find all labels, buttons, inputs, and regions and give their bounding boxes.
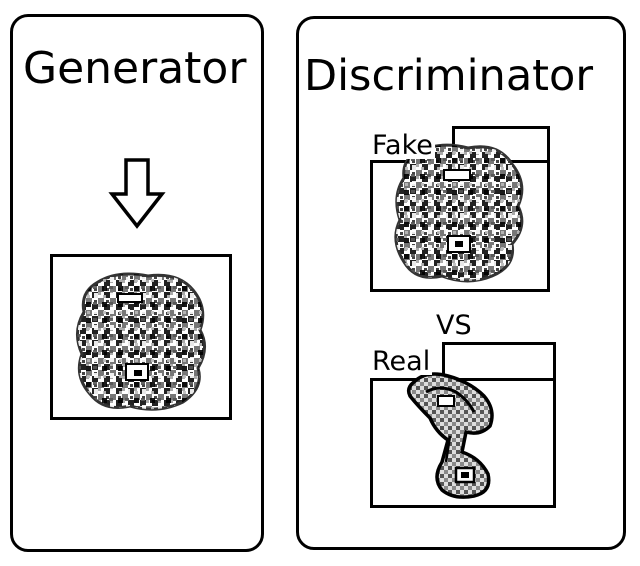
down-arrow-icon (108, 158, 166, 229)
vs-label: VS (436, 310, 472, 341)
generator-title: Generator (23, 43, 247, 94)
real-sample-image (406, 372, 494, 499)
real-label: Real (370, 346, 433, 377)
generated-sample-image (76, 272, 206, 411)
discriminator-title: Discriminator (304, 51, 594, 101)
fake-label: Fake (370, 130, 435, 161)
fake-sample-image (394, 143, 524, 283)
